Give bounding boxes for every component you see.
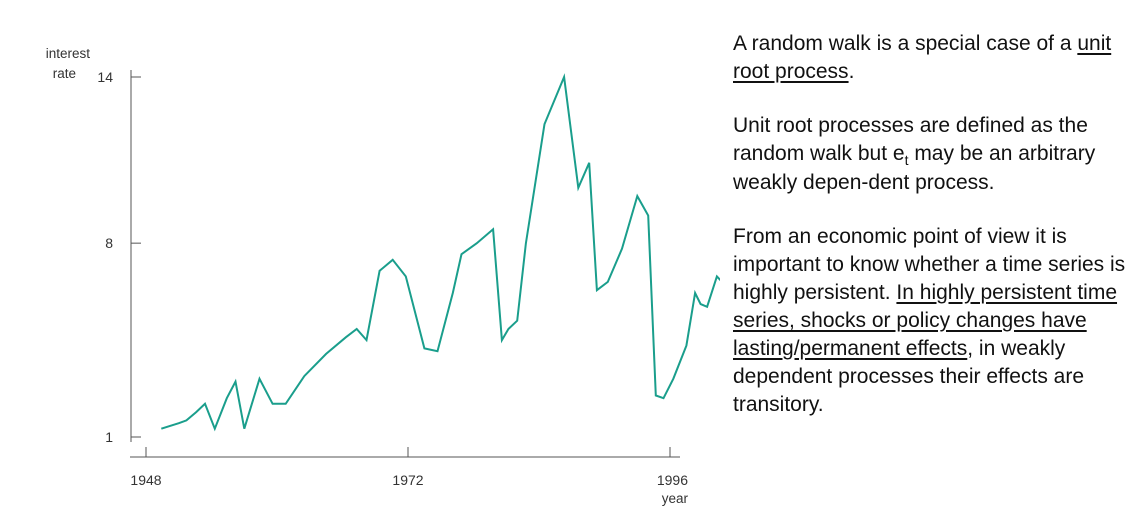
persistence-underlined-text: In highly persistent time series, shocks… (733, 281, 1118, 360)
x-ticks: 1948 1972 1996 (130, 447, 688, 488)
p2-text: Unit root processes are defined as the r… (733, 114, 1088, 165)
x-tick-label: 1972 (392, 472, 423, 488)
paragraph-unit-root: Unit root processes are defined as the r… (733, 112, 1133, 197)
p3-end: , in weakly dependent processes their ef… (733, 337, 1085, 416)
interest-rate-series-line (160, 73, 720, 432)
x-axis-label: year (662, 491, 689, 506)
y-tick-label: 14 (97, 69, 113, 85)
y-axis-label-line2: rate (53, 66, 76, 81)
y-tick-label: 1 (105, 429, 113, 445)
p1-end: . (848, 60, 855, 83)
p3-text: From an economic point of view it is imp… (733, 225, 1126, 304)
x-tick-label: 1996 (657, 472, 688, 488)
text-panel: A random walk is a special case of a uni… (733, 30, 1133, 445)
p2-end: may be an arbitrary weakly depen-dent pr… (733, 142, 1096, 194)
y-axis-label-line1: interest (46, 46, 91, 61)
paragraph-random-walk: A random walk is a special case of a uni… (733, 30, 1133, 86)
p1-text: A random walk is a special case of a (733, 32, 1078, 55)
y-tick-label: 8 (105, 235, 113, 251)
x-tick-label: 1948 (130, 472, 161, 488)
series-group (160, 73, 720, 432)
unit-root-process-link: unit root process (733, 32, 1112, 83)
chart-axes (130, 70, 680, 458)
subscript-t: t (904, 152, 909, 168)
paragraph-persistence: From an economic point of view it is imp… (733, 223, 1133, 419)
